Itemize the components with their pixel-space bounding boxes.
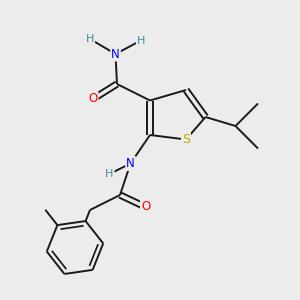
- Text: S: S: [182, 133, 190, 146]
- Text: H: H: [86, 34, 94, 44]
- Text: H: H: [105, 169, 114, 179]
- Text: O: O: [88, 92, 98, 106]
- Text: H: H: [137, 35, 145, 46]
- Text: O: O: [141, 200, 150, 214]
- Text: N: N: [111, 47, 120, 61]
- Text: N: N: [126, 157, 135, 170]
